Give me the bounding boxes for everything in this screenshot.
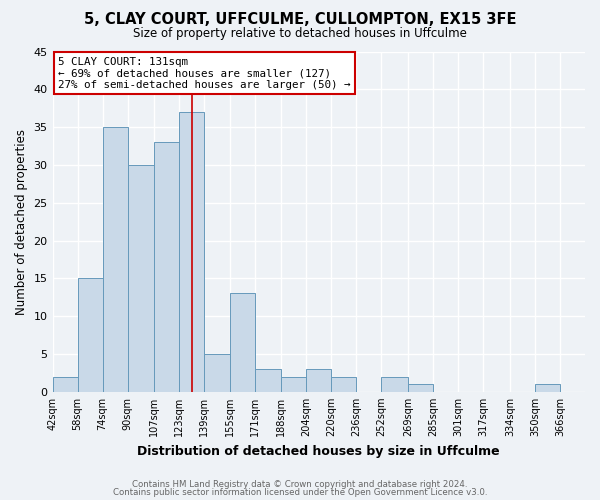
Bar bbox=[205, 354, 230, 392]
Bar bbox=[53, 376, 77, 392]
Bar bbox=[77, 278, 103, 392]
Text: 5 CLAY COURT: 131sqm
← 69% of detached houses are smaller (127)
27% of semi-deta: 5 CLAY COURT: 131sqm ← 69% of detached h… bbox=[58, 56, 350, 90]
Text: Contains public sector information licensed under the Open Government Licence v3: Contains public sector information licen… bbox=[113, 488, 487, 497]
Bar bbox=[179, 112, 205, 392]
Bar bbox=[535, 384, 560, 392]
Bar bbox=[306, 369, 331, 392]
Bar bbox=[128, 165, 154, 392]
Bar bbox=[281, 376, 306, 392]
Bar bbox=[331, 376, 356, 392]
Bar bbox=[154, 142, 179, 392]
Text: Contains HM Land Registry data © Crown copyright and database right 2024.: Contains HM Land Registry data © Crown c… bbox=[132, 480, 468, 489]
Text: Size of property relative to detached houses in Uffculme: Size of property relative to detached ho… bbox=[133, 28, 467, 40]
Bar bbox=[382, 376, 408, 392]
Y-axis label: Number of detached properties: Number of detached properties bbox=[15, 128, 28, 314]
Bar bbox=[230, 294, 254, 392]
X-axis label: Distribution of detached houses by size in Uffculme: Distribution of detached houses by size … bbox=[137, 444, 500, 458]
Text: 5, CLAY COURT, UFFCULME, CULLOMPTON, EX15 3FE: 5, CLAY COURT, UFFCULME, CULLOMPTON, EX1… bbox=[84, 12, 516, 28]
Bar bbox=[254, 369, 281, 392]
Bar bbox=[408, 384, 433, 392]
Bar bbox=[103, 127, 128, 392]
